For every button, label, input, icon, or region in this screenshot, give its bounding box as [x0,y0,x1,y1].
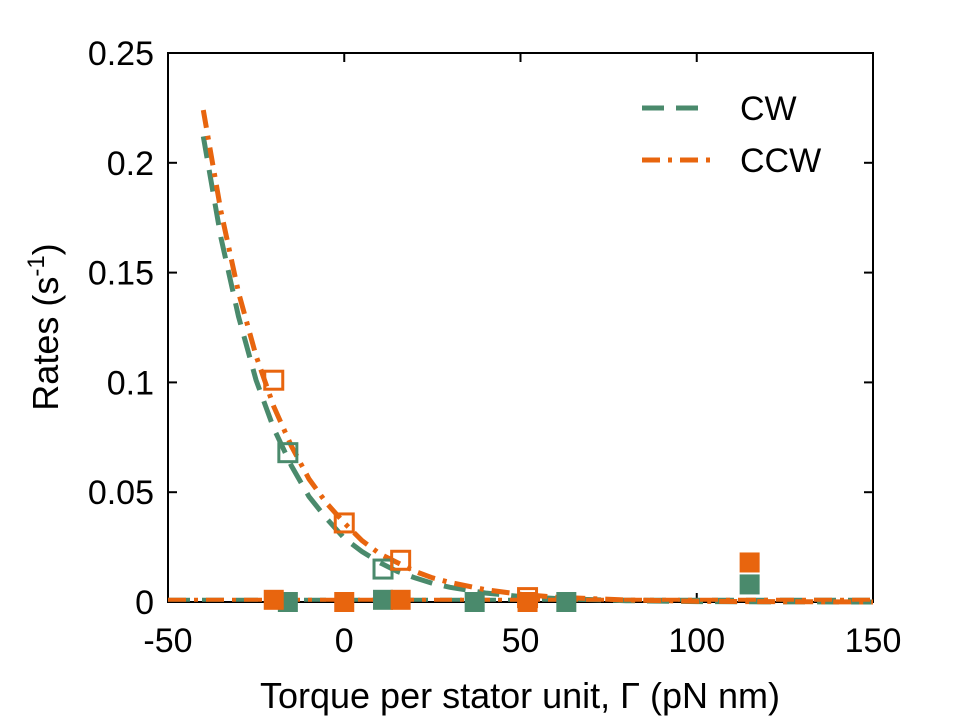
filled-marker-ccw [517,592,538,612]
data-markers [263,369,760,612]
filled-marker-ccw [390,589,411,610]
filled-marker-cw [556,592,577,612]
x-tick-label: -50 [143,622,192,660]
legend: CW CCW [642,90,821,180]
x-tick-label: 100 [668,622,725,660]
filled-marker-ccw [334,592,355,612]
fit-curve-cw [200,135,874,605]
x-tick-label: 0 [335,622,354,660]
filled-marker-cw [373,589,394,610]
y-tick-label: 0.05 [88,474,154,512]
open-marker-ccw [333,512,355,534]
y-tick-label: 0 [135,584,154,622]
fit-curve-ccw [200,109,874,605]
legend-label-cw: CW [740,90,797,128]
y-tick-label: 0.15 [88,255,154,293]
x-tick-label: 150 [845,622,902,660]
open-marker-ccw [390,549,412,571]
filled-marker-cw [739,574,760,595]
filled-marker-cw [464,592,485,612]
open-marker-ccw [517,587,539,609]
legend-label-ccw: CCW [740,142,821,180]
y-axis: 0 0.05 0.1 0.15 0.2 0.25 [88,35,873,622]
y-axis-label-exponent: -1 [23,255,50,276]
y-tick-label: 0.2 [107,145,154,183]
open-marker-ccw [263,369,285,391]
fit-curves [168,109,874,605]
x-tick-label: 50 [502,622,540,660]
y-axis-label: Rates (s-1) [23,243,66,410]
y-tick-label: 0.1 [107,364,154,402]
filled-marker-ccw [739,552,760,573]
filled-marker-ccw [263,589,284,610]
open-marker-cw [277,442,299,464]
x-axis: -50 0 50 100 150 [143,53,901,660]
plot-frame [167,52,874,603]
y-tick-label: 0.25 [88,35,154,73]
x-axis-label: Torque per stator unit, Γ (pN nm) [260,675,780,716]
